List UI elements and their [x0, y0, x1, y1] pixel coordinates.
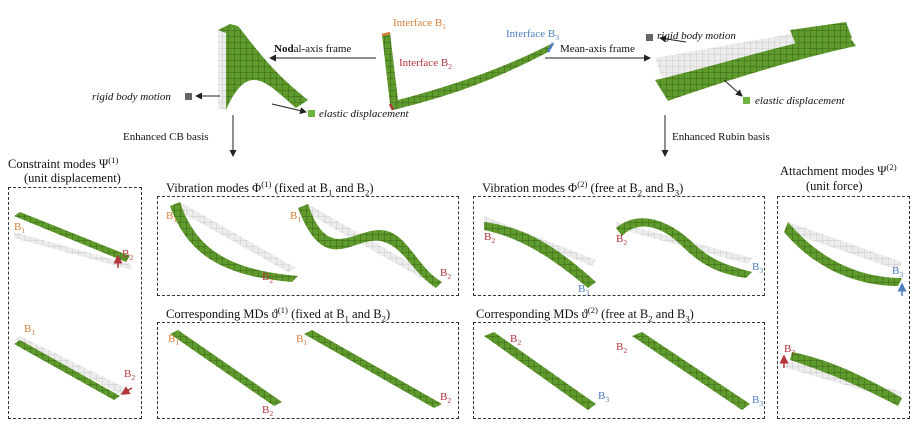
title-mds-1: Corresponding MDs ϑ(1) (fixed at B1 and … — [166, 305, 391, 324]
panel-mds-1 — [157, 322, 459, 419]
panel-constraint-modes — [8, 187, 142, 419]
label-rigid-body-left: rigid body motion — [92, 91, 171, 103]
subtitle-constraint-modes: (unit displacement) — [24, 171, 121, 185]
constraint-mode-2 — [14, 336, 133, 400]
title-constraint-modes: Constraint modes Ψ(1) — [8, 155, 119, 172]
rigid-body-marker-left — [185, 93, 192, 100]
label-b3: B3 — [892, 265, 904, 280]
vibration-mode-2b — [616, 218, 752, 278]
label-b2: B2 — [784, 343, 796, 358]
constraint-mode-1 — [14, 212, 132, 270]
vibration-mode-2a — [484, 216, 596, 288]
rigid-body-marker-right — [646, 34, 653, 41]
label-b1: B1 — [290, 210, 302, 225]
label-b2: B2 — [440, 267, 452, 282]
label-elastic-left: elastic displacement — [319, 108, 409, 120]
md-1b — [304, 330, 442, 408]
label-elastic-right: elastic displacement — [755, 95, 845, 107]
md-2a — [484, 332, 596, 410]
original-structure — [381, 31, 555, 111]
title-vibration-modes-1: Vibration modes Φ(1) (fixed at B1 and B2… — [166, 179, 374, 198]
label-b1: B1 — [168, 333, 180, 348]
label-interface-b2: Interface B2 — [399, 57, 453, 72]
title-attachment-modes: Attachment modes Ψ(2) — [780, 162, 897, 179]
attachment-mode-2 — [779, 352, 902, 406]
label-b2: B2 — [440, 391, 452, 406]
label-b1: B1 — [166, 210, 178, 225]
elastic-marker-right — [743, 97, 750, 104]
title-mds-2: Corresponding MDs ϑ(2) (free at B2 and B… — [476, 305, 694, 324]
md-2b — [632, 332, 750, 410]
label-b2: B2 — [616, 233, 628, 248]
subtitle-attachment-modes: (unit force) — [806, 179, 863, 193]
label-b2: B2 — [122, 248, 134, 263]
vibration-mode-1b — [298, 204, 442, 288]
panel-attachment-modes — [777, 196, 910, 419]
label-nodal-axis-frame: Nodal-axis frame — [274, 43, 352, 55]
panel-vibration-modes-1 — [157, 196, 459, 296]
label-b3: B3 — [598, 390, 610, 405]
label-rigid-body-right: rigid body motion — [657, 30, 736, 42]
label-b3: B3 — [578, 283, 590, 298]
label-b1: B1 — [24, 323, 36, 338]
label-b3: B3 — [752, 394, 764, 409]
label-mean-axis-frame: Mean-axis frame — [560, 43, 635, 55]
label-b2: B2 — [510, 333, 522, 348]
md-1a — [170, 330, 282, 406]
label-enhanced-rubin-basis: Enhanced Rubin basis — [672, 131, 770, 143]
panel-vibration-modes-2 — [473, 196, 765, 296]
title-vibration-modes-2: Vibration modes Φ(2) (free at B2 and B3) — [482, 179, 684, 198]
label-b2: B2 — [124, 368, 136, 383]
label-b1: B1 — [296, 333, 308, 348]
label-b2: B2 — [262, 404, 274, 419]
attachment-mode-1 — [784, 222, 907, 296]
label-b2: B2 — [484, 231, 496, 246]
elastic-marker-left — [308, 110, 315, 117]
label-b2: B2 — [262, 271, 274, 286]
label-interface-b1: Interface B1 — [393, 17, 447, 32]
label-b2: B2 — [616, 341, 628, 356]
mean-axis-view — [655, 22, 856, 101]
label-interface-b3: Interface B3 — [506, 28, 560, 43]
label-b3: B3 — [752, 261, 764, 276]
panel-mds-2 — [473, 322, 765, 419]
label-b1: B1 — [14, 221, 26, 236]
vibration-mode-1a — [170, 202, 298, 282]
label-enhanced-cb-basis: Enhanced CB basis — [123, 131, 209, 143]
nodal-axis-view — [218, 24, 308, 110]
